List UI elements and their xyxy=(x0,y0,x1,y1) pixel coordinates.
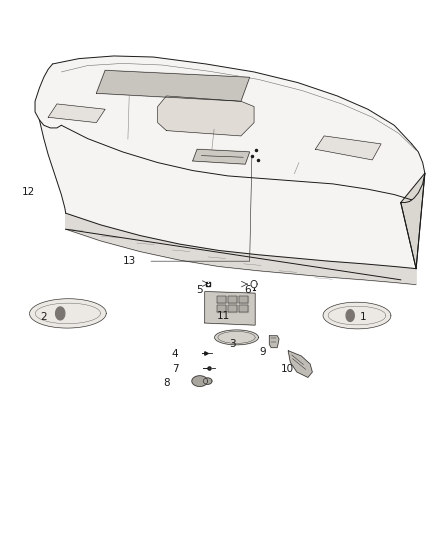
Polygon shape xyxy=(35,56,425,285)
Polygon shape xyxy=(239,296,248,303)
Text: 5: 5 xyxy=(196,286,203,295)
Polygon shape xyxy=(217,296,226,303)
Text: 1: 1 xyxy=(360,312,367,322)
Text: 11: 11 xyxy=(217,311,230,320)
Polygon shape xyxy=(96,70,250,101)
Polygon shape xyxy=(203,378,212,384)
Polygon shape xyxy=(323,302,391,329)
Polygon shape xyxy=(158,96,254,136)
Polygon shape xyxy=(269,336,279,348)
Polygon shape xyxy=(401,173,425,269)
Polygon shape xyxy=(288,351,312,377)
Text: 9: 9 xyxy=(259,347,266,357)
Polygon shape xyxy=(66,213,416,285)
Polygon shape xyxy=(217,305,226,312)
Polygon shape xyxy=(239,305,248,312)
Text: 8: 8 xyxy=(163,378,170,387)
Text: 6: 6 xyxy=(244,286,251,295)
Polygon shape xyxy=(56,307,65,320)
Polygon shape xyxy=(192,376,208,386)
Text: 7: 7 xyxy=(172,364,179,374)
Text: 3: 3 xyxy=(229,339,236,349)
Polygon shape xyxy=(228,305,237,312)
Text: 13: 13 xyxy=(123,256,136,266)
Text: 4: 4 xyxy=(172,350,179,359)
Polygon shape xyxy=(193,149,250,164)
Polygon shape xyxy=(315,136,381,160)
Text: 2: 2 xyxy=(40,312,47,322)
Polygon shape xyxy=(228,296,237,303)
Polygon shape xyxy=(346,310,354,321)
Polygon shape xyxy=(30,299,106,328)
Polygon shape xyxy=(215,330,258,345)
Polygon shape xyxy=(48,104,105,123)
Text: 12: 12 xyxy=(22,187,35,197)
Text: 10: 10 xyxy=(280,364,293,374)
Polygon shape xyxy=(205,292,255,325)
